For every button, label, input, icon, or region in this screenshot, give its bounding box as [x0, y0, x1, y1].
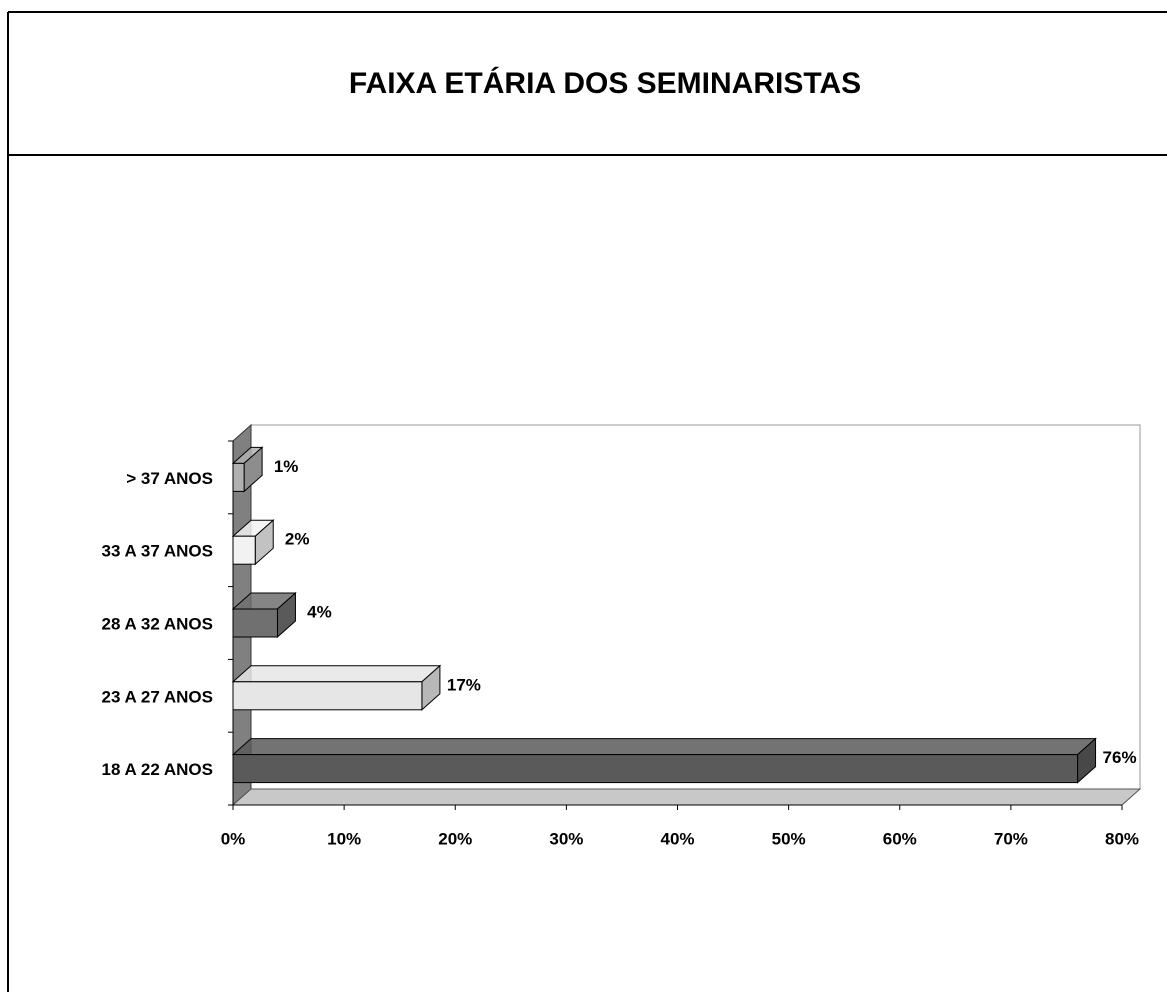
y-tick-label: > 37 ANOS	[126, 469, 213, 488]
x-tick-label: 50%	[772, 829, 806, 848]
x-tick-label: 80%	[1105, 829, 1139, 848]
data-label: 76%	[1103, 748, 1137, 767]
y-tick-label: 33 A 37 ANOS	[102, 542, 214, 561]
data-label: 4%	[307, 602, 332, 621]
floor	[231, 788, 1142, 806]
bar	[232, 681, 423, 711]
bar-top	[231, 665, 442, 683]
bar	[232, 608, 278, 638]
x-tick-label: 60%	[883, 829, 917, 848]
y-tick-label: 23 A 27 ANOS	[102, 687, 214, 706]
x-tick-label: 10%	[327, 829, 361, 848]
x-tick-label: 0%	[221, 829, 246, 848]
bar	[232, 754, 1079, 784]
bar	[232, 535, 256, 565]
back-wall	[250, 424, 1141, 790]
data-label: 17%	[447, 675, 481, 694]
data-label: 2%	[285, 530, 310, 549]
bar	[232, 462, 245, 492]
x-tick-label: 30%	[549, 829, 583, 848]
x-tick-label: 70%	[994, 829, 1028, 848]
y-tick-label: 28 A 32 ANOS	[102, 614, 214, 633]
y-tick-label: 18 A 22 ANOS	[102, 760, 214, 779]
x-tick-label: 40%	[660, 829, 694, 848]
chart-title: FAIXA ETÁRIA DOS SEMINARISTAS	[349, 66, 861, 100]
x-tick-label: 20%	[438, 829, 472, 848]
data-label: 1%	[274, 457, 299, 476]
bar-top	[231, 738, 1097, 756]
